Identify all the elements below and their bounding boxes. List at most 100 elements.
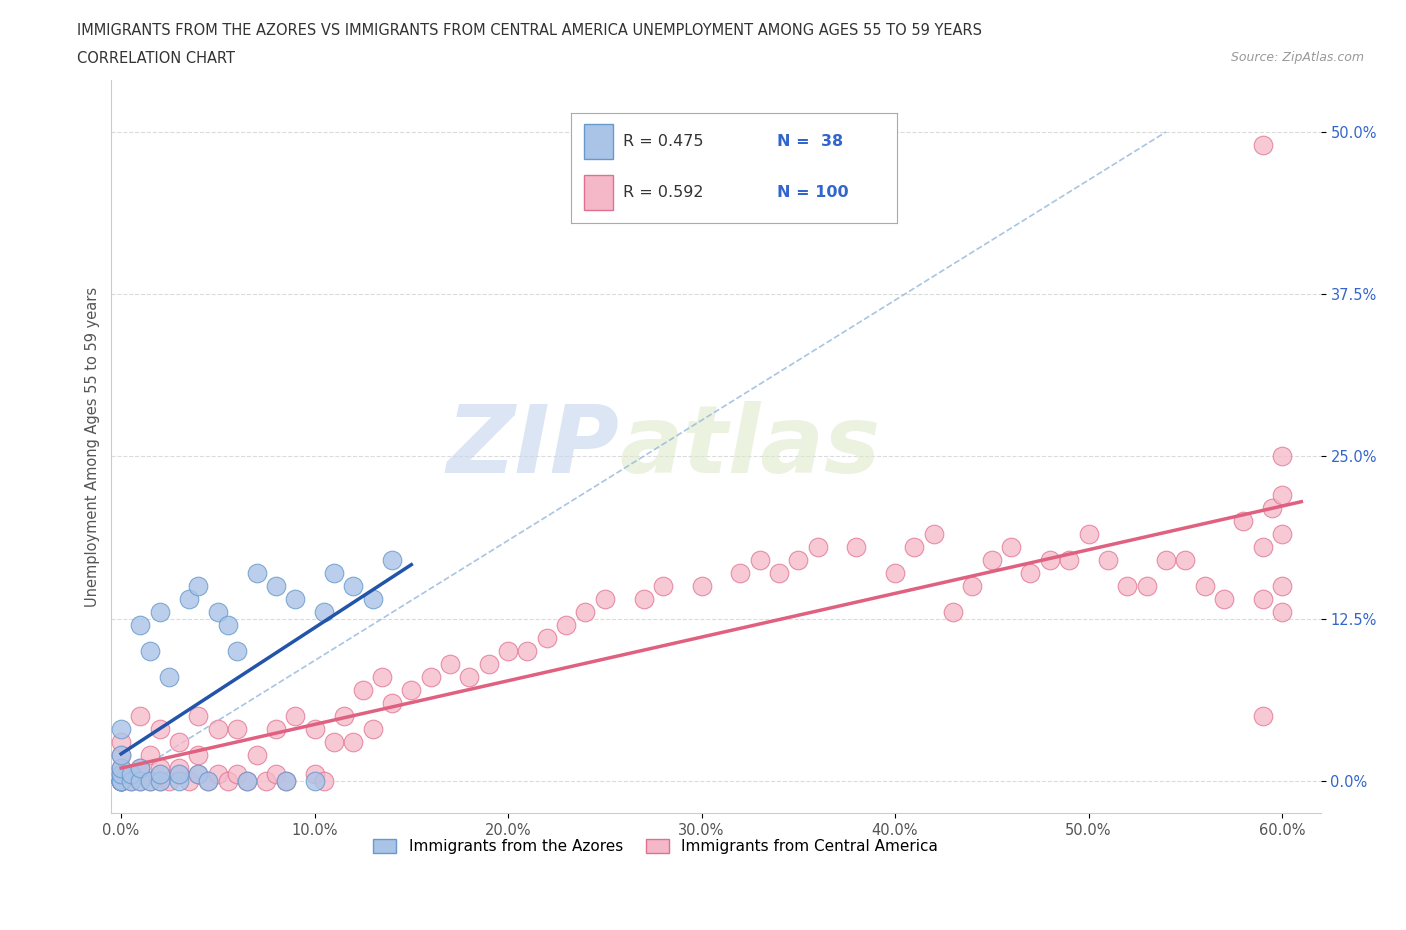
Point <box>110 761 132 776</box>
Point <box>149 773 172 788</box>
Point <box>314 604 336 619</box>
Point <box>1116 578 1139 593</box>
Point <box>1251 709 1274 724</box>
Point <box>401 683 423 698</box>
Point <box>419 670 441 684</box>
Point <box>322 565 344 580</box>
Point <box>962 578 984 593</box>
Point <box>245 748 267 763</box>
Point <box>110 761 132 776</box>
Point <box>980 552 1002 567</box>
Point <box>217 773 239 788</box>
Point <box>342 735 364 750</box>
Point <box>110 773 132 788</box>
Point <box>129 766 152 781</box>
Point <box>922 526 945 541</box>
Point <box>129 773 152 788</box>
Text: IMMIGRANTS FROM THE AZORES VS IMMIGRANTS FROM CENTRAL AMERICA UNEMPLOYMENT AMONG: IMMIGRANTS FROM THE AZORES VS IMMIGRANTS… <box>77 23 983 38</box>
Point <box>159 670 181 684</box>
Point <box>217 618 239 632</box>
Point <box>167 735 190 750</box>
Point <box>787 552 810 567</box>
Point <box>1097 552 1119 567</box>
Point <box>120 766 142 781</box>
Point <box>197 773 219 788</box>
Point <box>903 539 925 554</box>
Point <box>236 773 259 788</box>
Point <box>177 773 200 788</box>
Point <box>110 773 132 788</box>
Point <box>236 773 259 788</box>
Legend: Immigrants from the Azores, Immigrants from Central America: Immigrants from the Azores, Immigrants f… <box>367 833 943 860</box>
Point <box>496 644 519 658</box>
Point <box>458 670 481 684</box>
Point <box>264 722 287 737</box>
Point <box>728 565 751 580</box>
Point <box>110 748 132 763</box>
Point <box>439 657 461 671</box>
Text: Source: ZipAtlas.com: Source: ZipAtlas.com <box>1230 51 1364 64</box>
Point <box>110 773 132 788</box>
Point <box>1194 578 1216 593</box>
Point <box>1057 552 1080 567</box>
Point <box>226 766 249 781</box>
Point <box>187 709 209 724</box>
Point <box>845 539 868 554</box>
Point <box>371 670 394 684</box>
Point <box>110 722 132 737</box>
Point <box>110 773 132 788</box>
Point <box>139 748 162 763</box>
Point <box>149 722 172 737</box>
Point <box>516 644 538 658</box>
Point <box>264 766 287 781</box>
Point <box>226 644 249 658</box>
Point <box>1271 488 1294 503</box>
Point <box>129 773 152 788</box>
Point <box>139 644 162 658</box>
Point <box>187 578 209 593</box>
Point <box>110 766 132 781</box>
Point <box>139 773 162 788</box>
Point <box>1232 513 1254 528</box>
Point <box>1135 578 1157 593</box>
Point <box>129 618 152 632</box>
Point <box>342 578 364 593</box>
Point <box>129 761 152 776</box>
Point <box>1154 552 1177 567</box>
Point <box>768 565 790 580</box>
Point <box>574 604 596 619</box>
Point <box>187 748 209 763</box>
Text: atlas: atlas <box>619 401 880 493</box>
Text: CORRELATION CHART: CORRELATION CHART <box>77 51 235 66</box>
Point <box>332 709 354 724</box>
Point <box>110 773 132 788</box>
Point <box>110 748 132 763</box>
Y-axis label: Unemployment Among Ages 55 to 59 years: Unemployment Among Ages 55 to 59 years <box>86 286 100 606</box>
Point <box>478 657 501 671</box>
Point <box>129 709 152 724</box>
Point <box>555 618 578 632</box>
Point <box>167 761 190 776</box>
Point <box>1077 526 1099 541</box>
Point <box>120 773 142 788</box>
Point <box>352 683 374 698</box>
Point <box>1174 552 1197 567</box>
Point <box>149 766 172 781</box>
Point <box>226 722 249 737</box>
Point <box>361 722 384 737</box>
Point <box>1039 552 1062 567</box>
Point <box>264 578 287 593</box>
Point <box>1019 565 1042 580</box>
Point <box>254 773 277 788</box>
Point <box>110 773 132 788</box>
Point <box>381 552 404 567</box>
Point <box>1251 138 1274 153</box>
Point <box>187 766 209 781</box>
Point <box>690 578 713 593</box>
Point <box>149 773 172 788</box>
Point <box>167 773 190 788</box>
Point <box>120 766 142 781</box>
Point <box>139 773 162 788</box>
Point <box>361 591 384 606</box>
Point <box>274 773 297 788</box>
